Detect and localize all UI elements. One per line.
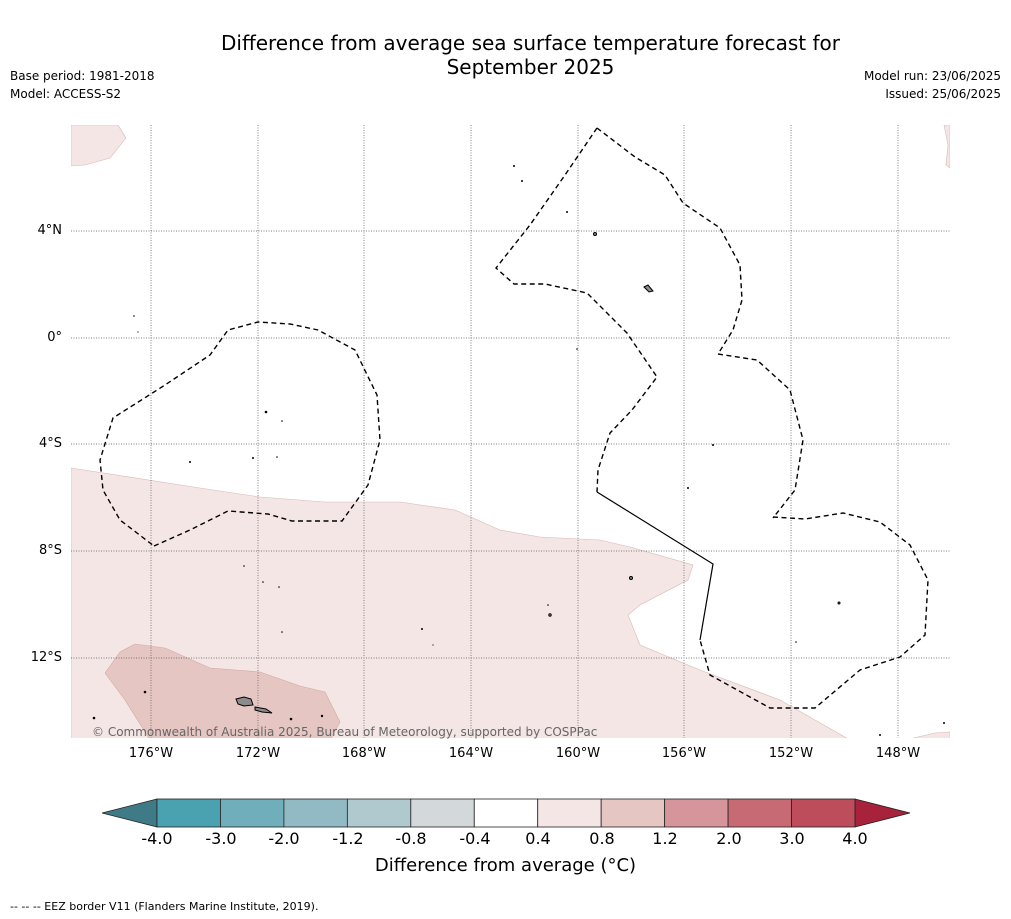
cbar-tick: 0.4 (525, 829, 551, 848)
colorbar-cell (220, 798, 285, 828)
colorbar-label: Difference from average (°C) (374, 855, 637, 876)
eez-kiribati-line-north (596, 127, 743, 355)
lat-label-4n: 4°N (37, 223, 63, 238)
lon-label-148w: 148°W (875, 746, 921, 761)
issued-date: Issued: 25/06/2025 (885, 87, 1001, 101)
map-title: Difference from average sea surface temp… (0, 31, 1011, 79)
samoa-savaii (235, 696, 254, 707)
lat-label-12s: 12°S (30, 650, 62, 665)
lat-label-8s: 8°S (38, 543, 62, 558)
cbar-tick: -3.0 (205, 829, 237, 848)
colorbar-cell (537, 798, 602, 828)
anomaly-region-medium (104, 643, 341, 738)
meta-right: Model run: 23/06/2025 Issued: 25/06/2025 (864, 67, 1001, 103)
colorbar-cell (727, 798, 792, 828)
colorbar-over-arrow (854, 798, 911, 828)
cbar-tick: -1.2 (332, 829, 364, 848)
copyright-text: © Commonwealth of Australia 2025, Bureau… (92, 725, 597, 739)
lon-label-164w: 164°W (448, 746, 494, 761)
colorbar-cell (664, 798, 729, 828)
title-line-2: September 2025 (446, 55, 615, 79)
cbar-tick: 0.8 (589, 829, 615, 848)
cbar-tick: -2.0 (268, 829, 300, 848)
colorbar-cells (156, 798, 856, 828)
anomaly-patch-se (912, 731, 950, 738)
title-line-1: Difference from average sea surface temp… (220, 31, 840, 55)
small-islets (92, 165, 945, 736)
graticule (71, 125, 950, 738)
cbar-tick: 1.2 (652, 829, 678, 848)
lon-label-160w: 160°W (555, 746, 601, 761)
colorbar (101, 798, 911, 828)
islands (235, 232, 841, 714)
lon-label-168w: 168°W (341, 746, 387, 761)
cbar-tick: -0.4 (459, 829, 491, 848)
eez-borders (99, 127, 929, 709)
colorbar-cell (600, 798, 666, 828)
base-period: Base period: 1981-2018 (10, 69, 155, 83)
anomaly-patch-nw (71, 125, 127, 167)
lon-label-172w: 172°W (235, 746, 281, 761)
cbar-tick: 4.0 (842, 829, 868, 848)
eez-kiribati-line-mid (717, 353, 804, 519)
lon-label-152w: 152°W (768, 746, 814, 761)
anomaly-region-light (71, 467, 848, 738)
colorbar-under-arrow (101, 798, 158, 828)
lon-label-156w: 156°W (661, 746, 707, 761)
lat-label-0: 0° (47, 330, 62, 345)
colorbar-cell (346, 798, 412, 828)
cbar-tick: -4.0 (141, 829, 173, 848)
lat-label-4s: 4°S (38, 436, 62, 451)
samoa-upolu (254, 706, 273, 714)
cbar-tick: 3.0 (779, 829, 805, 848)
eez-north-west (495, 127, 658, 493)
model-run: Model run: 23/06/2025 (863, 69, 1001, 83)
eez-kiribati-phoenix (99, 321, 381, 547)
colorbar-cell (410, 798, 475, 828)
cbar-tick: -0.8 (395, 829, 427, 848)
lon-label-176w: 176°W (128, 746, 174, 761)
map-content (71, 125, 950, 738)
meta-left: Base period: 1981-2018 Model: ACCESS-S2 (10, 67, 155, 103)
anomaly-patch-ne (943, 125, 950, 169)
colorbar-cell (473, 798, 539, 828)
eez-footnote: -- -- -- EEZ border V11 (Flanders Marine… (10, 900, 319, 913)
cbar-tick: 2.0 (716, 829, 742, 848)
colorbar-cell (156, 798, 221, 828)
eez-solid-border (596, 491, 714, 641)
model-name: Model: ACCESS-S2 (10, 87, 122, 101)
colorbar-cell (283, 798, 348, 828)
colorbar-cell (791, 798, 856, 828)
eez-southeast (699, 512, 929, 709)
